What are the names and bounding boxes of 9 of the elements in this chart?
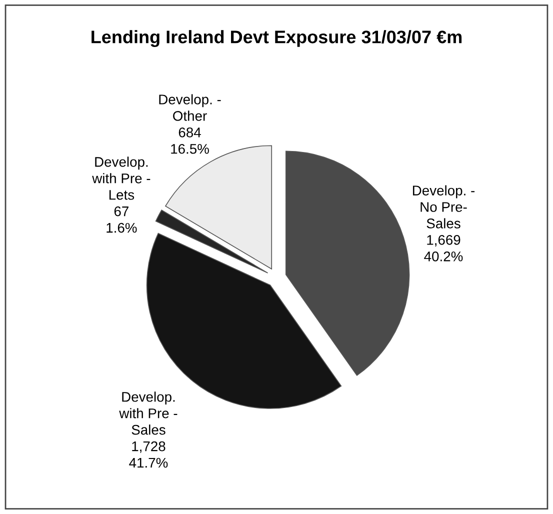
slice-label: Develop. - No Pre- Sales — [412, 185, 475, 228]
data-label: 1,669 40.2% — [424, 235, 463, 262]
slice-label: Develop. - Other — [159, 94, 221, 121]
chart-title: Lending Ireland Devt Exposure 31/03/07 €m — [92, 30, 462, 48]
data-label: 684 16.5% — [171, 128, 209, 154]
slice-label: Develop. with Pre - Lets — [92, 156, 150, 200]
data-label: 1,728 41.7% — [129, 441, 168, 468]
data-label: 67 1.6% — [106, 206, 137, 233]
slice-label: Develop. with Pre - Sales — [119, 392, 178, 435]
